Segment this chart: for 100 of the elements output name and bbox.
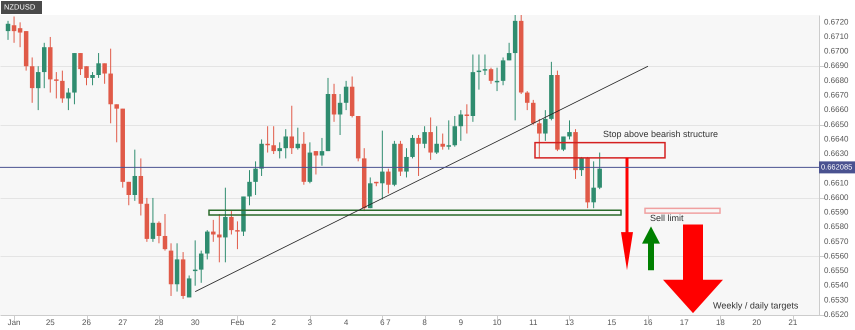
- candlestick: [488, 67, 494, 84]
- candlestick: [314, 150, 318, 176]
- y-tick-label: 0.6610: [824, 178, 850, 188]
- candlestick: [229, 210, 234, 236]
- y-tick-label: 0.6680: [824, 76, 850, 85]
- candlestick: [597, 152, 602, 190]
- candlestick: [217, 214, 222, 263]
- candlestick: [66, 88, 71, 111]
- candlestick: [223, 187, 228, 263]
- candlestick: [404, 148, 409, 178]
- candlestick: [102, 62, 107, 84]
- candlestick: [198, 250, 204, 284]
- x-tick-label: 15: [607, 318, 617, 327]
- y-tick-label: 0.6600: [824, 192, 850, 202]
- candlestick: [162, 214, 168, 252]
- x-tick-label: 3: [308, 318, 313, 327]
- candlestick: [434, 126, 439, 155]
- candlestick: [458, 110, 464, 142]
- y-tick-label: 0.6570: [824, 236, 850, 246]
- x-tick-label: 28: [154, 318, 164, 327]
- candlestick: [235, 220, 240, 250]
- y-tick-label: 0.6660: [824, 105, 850, 114]
- candlestick: [205, 230, 210, 260]
- candlestick: [36, 66, 40, 111]
- y-tick-label: 0.6550: [824, 266, 850, 276]
- candlestick: [543, 110, 548, 142]
- candlestick: [506, 42, 512, 61]
- x-tick-label: 27: [118, 318, 128, 327]
- candlestick: [446, 120, 451, 150]
- candlestick: [192, 240, 198, 286]
- candlestick: [416, 134, 421, 176]
- candlestick: [247, 170, 252, 206]
- candlestick: [156, 220, 162, 244]
- candlestick: [464, 104, 470, 134]
- x-tick-label: 6: [380, 318, 386, 327]
- candlestick: [338, 94, 342, 136]
- candlestick: [344, 80, 348, 111]
- candlestick: [54, 72, 59, 99]
- y-tick-label: 0.6630: [824, 149, 850, 158]
- x-tick-label: 18: [716, 318, 726, 327]
- x-tick-label: 9: [458, 318, 464, 327]
- candlestick: [6, 20, 10, 40]
- x-tick-label: 30: [190, 318, 200, 327]
- candlestick: [531, 99, 536, 126]
- x-tick-label: 21: [788, 318, 798, 327]
- candlestick: [537, 118, 542, 159]
- x-tick-label: 8: [422, 318, 428, 327]
- candlestick: [524, 90, 530, 111]
- candlestick: [150, 197, 156, 242]
- candlestick: [290, 105, 294, 155]
- x-tick-label: 26: [82, 318, 92, 327]
- annotation: Sell limit: [650, 212, 684, 223]
- candlestick: [482, 54, 488, 76]
- candlestick: [567, 120, 572, 140]
- x-tick-label: 25: [46, 318, 56, 327]
- y-tick-label: 0.6520: [824, 310, 850, 319]
- annotation: Stop above bearish structure: [603, 129, 718, 140]
- candlestick: [90, 72, 95, 86]
- candlestick: [380, 130, 385, 200]
- y-tick-label: 0.6540: [824, 280, 850, 290]
- annotation: Weekly / daily targets: [713, 300, 799, 310]
- candlestick: [271, 126, 276, 155]
- candlestick: [78, 52, 83, 76]
- candlestick: [253, 160, 258, 196]
- candlestick: [283, 128, 288, 159]
- candlestick: [332, 83, 336, 122]
- y-tick-label: 0.6690: [824, 61, 850, 70]
- x-tick-label: Jan: [8, 318, 21, 327]
- y-tick-label: 0.6640: [824, 134, 850, 144]
- x-tick-label: Feb: [230, 318, 245, 327]
- candlestick: [211, 219, 216, 242]
- candlestick: [96, 52, 101, 78]
- x-tick-label: 10: [492, 318, 502, 327]
- y-tick-label: 0.6580: [824, 222, 850, 232]
- y-tick-label: 0.6710: [824, 32, 850, 41]
- y-tick-label: 0.6590: [824, 208, 850, 217]
- x-tick-label: 11: [529, 318, 538, 327]
- candlestick: [500, 56, 506, 86]
- candlestick: [428, 116, 433, 160]
- y-tick-label: 0.6650: [824, 120, 850, 129]
- candlestick: [591, 160, 596, 209]
- x-tick-label: 4: [344, 318, 349, 327]
- candlestick: [114, 104, 119, 143]
- y-tick-label: 0.6670: [824, 90, 850, 100]
- x-tick-label: 16: [644, 318, 653, 327]
- candlestick: [277, 142, 282, 159]
- y-tick-label: 0.6720: [824, 17, 850, 26]
- candlestick: [30, 56, 34, 104]
- candlestick: [60, 70, 65, 104]
- candlestick: [132, 149, 138, 202]
- candlestick: [126, 181, 132, 206]
- x-tick-label: 7: [386, 318, 392, 327]
- candlestick: [84, 66, 89, 86]
- candlestick: [494, 67, 500, 92]
- candlestick: [386, 168, 391, 194]
- candlestick: [410, 134, 415, 159]
- x-tick-label: 2: [271, 318, 276, 327]
- y-tick-label: 0.6530: [824, 295, 850, 304]
- y-tick-label: 0.6700: [824, 46, 850, 56]
- x-tick-label: 20: [752, 318, 762, 327]
